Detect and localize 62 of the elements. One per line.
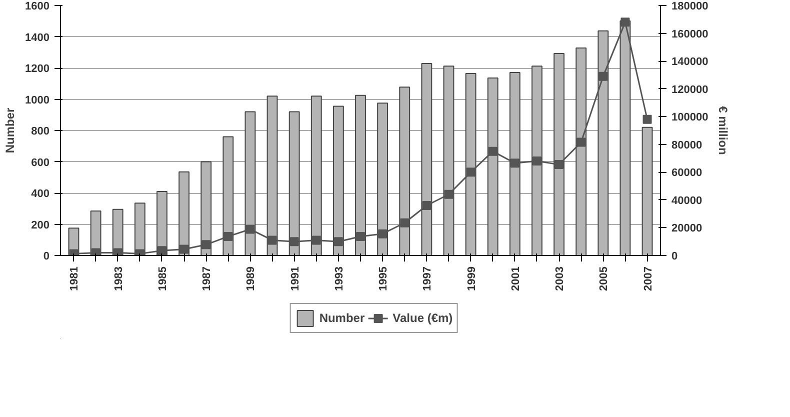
point xyxy=(91,248,100,256)
point xyxy=(224,232,233,241)
x-tick-label: 1995 xyxy=(378,266,390,291)
point xyxy=(422,201,432,210)
point xyxy=(157,246,166,256)
point xyxy=(378,229,388,238)
point xyxy=(180,244,189,254)
point xyxy=(620,18,630,27)
x-tick-label: 2005 xyxy=(598,266,610,291)
point xyxy=(113,248,122,256)
y-tick-label: 200 xyxy=(31,219,50,232)
y-tick-label: 800 xyxy=(31,126,50,138)
point xyxy=(334,237,343,246)
y2-axis-title: € million xyxy=(716,106,730,155)
y2-tick-label: 180000 xyxy=(672,0,708,12)
x-tick-label: 1999 xyxy=(466,266,478,291)
y2-tick-label: 80000 xyxy=(672,139,702,152)
y2-tick-label: 160000 xyxy=(672,28,708,40)
x-tick-label: 1987 xyxy=(201,266,214,291)
point xyxy=(400,218,410,228)
point xyxy=(598,72,608,81)
y2-tick-label: 120000 xyxy=(672,84,708,96)
y2-tick-label: 40000 xyxy=(672,194,702,207)
x-tick-label: 1981 xyxy=(68,266,81,291)
point xyxy=(246,224,255,234)
x-tick-label: 2001 xyxy=(510,266,522,291)
x-tick-label: 2007 xyxy=(642,266,654,291)
point xyxy=(312,236,321,245)
y-tick-label: 1000 xyxy=(25,94,50,106)
point xyxy=(466,168,476,177)
x-tick-label: 1989 xyxy=(245,266,258,291)
x-tick-label: 1985 xyxy=(156,266,169,291)
point xyxy=(202,240,211,250)
y2-tick-label: 20000 xyxy=(672,222,702,235)
y-tick-label: 600 xyxy=(31,156,50,169)
legend-label: Number xyxy=(319,311,365,325)
y2-tick-label: 0 xyxy=(672,250,678,262)
x-tick-label: 1993 xyxy=(333,266,346,291)
point xyxy=(488,146,498,156)
point xyxy=(510,158,520,168)
point xyxy=(268,236,277,245)
point xyxy=(356,232,365,241)
x-tick-label: 1983 xyxy=(112,266,125,291)
y-tick-label: 1200 xyxy=(25,63,50,75)
y-axis-title: Number xyxy=(3,108,18,154)
point xyxy=(444,190,454,199)
y-tick-label: 1600 xyxy=(25,0,50,12)
x-tick-label: 1997 xyxy=(422,266,434,291)
y2-tick-label: 60000 xyxy=(672,167,702,180)
y-tick-label: 400 xyxy=(31,188,50,200)
legend-label: Value (€m) xyxy=(392,311,453,325)
x-tick-label: 2003 xyxy=(554,266,566,291)
y2-tick-label: 140000 xyxy=(672,56,708,68)
point xyxy=(642,114,652,124)
point xyxy=(576,138,586,147)
y2-tick-label: 100000 xyxy=(672,112,708,124)
y-tick-label: 1400 xyxy=(25,32,50,44)
point xyxy=(290,237,299,246)
y-tick-label: 0 xyxy=(43,250,50,262)
x-tick-label: 1991 xyxy=(289,266,302,291)
point xyxy=(554,160,564,170)
point xyxy=(532,156,542,166)
